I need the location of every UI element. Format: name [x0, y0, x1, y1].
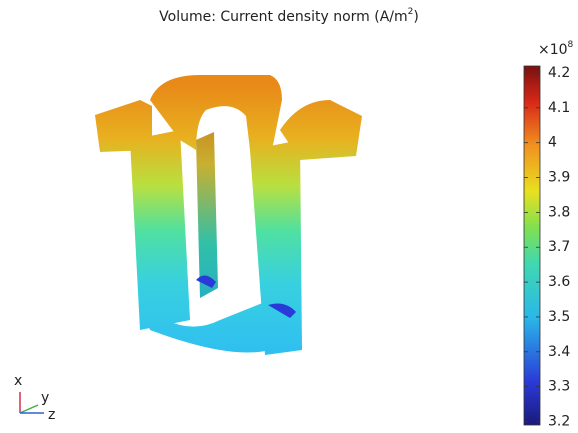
- top-arch: [150, 75, 282, 150]
- colorbar-tick-label: 3.4: [548, 344, 570, 360]
- colorbar-tick-label: 4.2: [548, 65, 570, 81]
- colorbar-tick-label: 3.6: [548, 274, 570, 290]
- multiplier-exponent: 8: [568, 40, 574, 50]
- axis-triad: x y z: [14, 373, 55, 423]
- triad-y: [19, 404, 39, 414]
- colorbar-tick-label: 3.2: [548, 414, 570, 430]
- multiplier-base: ×10: [538, 42, 568, 58]
- inner-leg: [196, 132, 218, 298]
- colorbar-multiplier: ×108: [538, 40, 574, 59]
- title-superscript: 2: [408, 7, 414, 17]
- colorbar-tick-label: 3.8: [548, 204, 570, 220]
- geometry: [95, 75, 362, 355]
- right-leg: [250, 140, 302, 355]
- triad-x-label: x: [14, 373, 22, 389]
- hotspot: [268, 303, 296, 318]
- colorbar-tick-label: 4.1: [548, 100, 570, 116]
- title-text: Volume: Current density norm (A/m: [159, 9, 407, 25]
- colorbar-tick-label: 4: [548, 135, 557, 151]
- colorbar-tick-label: 3.7: [548, 239, 570, 255]
- colorbar: [523, 65, 541, 426]
- title-suffix: ): [413, 9, 418, 25]
- triad-z-label: z: [48, 407, 55, 423]
- bottom-curve: [140, 300, 270, 353]
- colorbar-tick-label: 3.5: [548, 309, 570, 325]
- triad-y-label: y: [41, 390, 49, 406]
- hotspot: [196, 275, 216, 288]
- plot-title: Volume: Current density norm (A/m2): [159, 7, 419, 26]
- left-leg: [130, 130, 190, 330]
- right-arm: [280, 100, 362, 160]
- colorbar-tick-label: 3.9: [548, 170, 570, 186]
- colorbar-tick-label: 3.3: [548, 379, 570, 395]
